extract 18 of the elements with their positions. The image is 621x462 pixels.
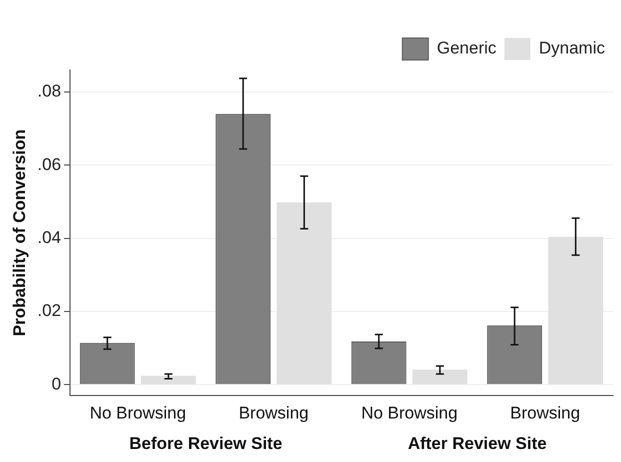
y-axis-title: Probability of Conversion: [10, 129, 29, 336]
bar: [140, 376, 196, 384]
text: Before Review Site: [129, 434, 282, 454]
y-tick-label: .06: [37, 154, 62, 174]
legend-label: Generic: [436, 38, 497, 58]
text: After Review Site: [408, 434, 547, 454]
bar: [548, 236, 604, 384]
y-tick-label: .02: [37, 301, 62, 320]
bar: [276, 202, 332, 384]
x-tick-label: No Browsing: [361, 403, 458, 422]
y-tick-label: .04: [37, 228, 62, 247]
x-tick-label: Browsing: [510, 403, 580, 422]
x-tick-label: Browsing: [238, 403, 309, 422]
legend-label: Dynamic: [538, 38, 606, 58]
y-tick-label: 0: [52, 374, 62, 394]
y-tick-label: .08: [37, 82, 62, 101]
bar: [412, 370, 468, 384]
x-tick-label: No Browsing: [90, 403, 186, 422]
